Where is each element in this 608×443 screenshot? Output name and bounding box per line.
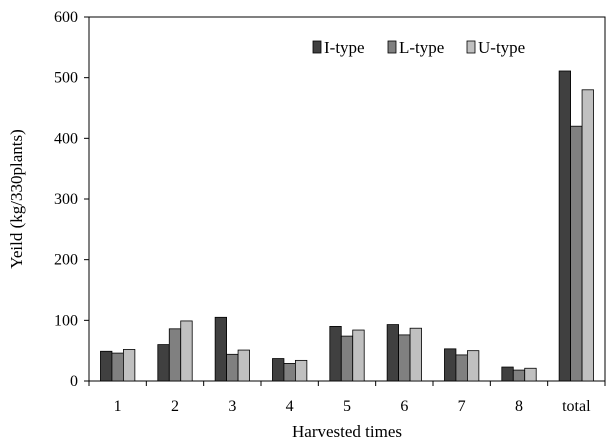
bar-l-type-3 — [226, 353, 239, 382]
x-axis: 1 2 3 4 5 6 7 8 total — [88, 381, 606, 415]
bar-u-type-3 — [237, 349, 250, 382]
x-tick-label: 6 — [400, 398, 408, 415]
bars-group — [100, 70, 594, 382]
bar-u-type-8 — [524, 367, 537, 382]
y-tick-label: 200 — [54, 252, 78, 269]
y-tick-label: 300 — [54, 191, 78, 208]
bar-l-type-7 — [455, 354, 468, 382]
bar-i-type-5 — [329, 325, 342, 382]
bar-l-type-5 — [340, 335, 354, 382]
y-tick-label: 0 — [70, 373, 78, 390]
legend: I-type L-type U-type — [312, 38, 525, 57]
x-tick-label: 4 — [286, 398, 294, 415]
x-tick-label: 3 — [228, 398, 236, 415]
x-tick-label: 2 — [171, 398, 179, 415]
y-tick-label: 500 — [54, 70, 78, 87]
bar-i-type-1 — [100, 350, 113, 382]
bar-l-type-1 — [111, 352, 124, 382]
plot-area-border — [88, 16, 606, 382]
x-tick-label: total — [562, 398, 591, 415]
bar-u-type-total — [581, 89, 594, 382]
x-tick-label: 7 — [458, 398, 466, 415]
bar-i-type-4 — [272, 358, 285, 382]
y-tick-label: 400 — [54, 130, 78, 147]
bar-u-type-6 — [409, 327, 422, 382]
bar-i-type-2 — [157, 344, 170, 382]
x-tick-label: 8 — [515, 398, 523, 415]
y-axis: 0 100 200 300 400 500 600 — [54, 9, 89, 390]
bar-l-type-total — [570, 125, 583, 382]
bar-u-type-4 — [294, 359, 308, 382]
plot-frame — [88, 16, 606, 382]
bar-u-type-7 — [466, 350, 480, 382]
bar-l-type-4 — [283, 363, 296, 382]
legend-swatch-i-type — [312, 40, 322, 54]
bar-i-type-8 — [501, 366, 514, 382]
y-tick-label: 600 — [54, 9, 78, 26]
bar-i-type-3 — [214, 316, 227, 382]
bar-l-type-2 — [168, 328, 182, 382]
bar-i-type-6 — [386, 324, 399, 382]
bar-u-type-1 — [123, 349, 136, 382]
x-axis-title: Harvested times — [292, 422, 402, 441]
y-tick-label: 100 — [54, 312, 78, 329]
y-axis-title: Yeild (kg/330plants) — [7, 129, 26, 268]
legend-label: I-type — [324, 38, 365, 57]
x-tick-label: 5 — [343, 398, 351, 415]
bar-l-type-8 — [512, 369, 526, 382]
bar-u-type-5 — [352, 329, 365, 382]
bar-i-type-total — [558, 70, 572, 382]
legend-label: L-type — [399, 38, 444, 57]
bar-l-type-6 — [398, 334, 411, 382]
legend-label: U-type — [478, 38, 525, 57]
legend-swatch-l-type — [387, 40, 397, 54]
x-tick-label: 1 — [114, 398, 122, 415]
bar-i-type-7 — [444, 348, 457, 382]
bar-u-type-2 — [180, 320, 193, 382]
legend-swatch-u-type — [466, 40, 476, 54]
